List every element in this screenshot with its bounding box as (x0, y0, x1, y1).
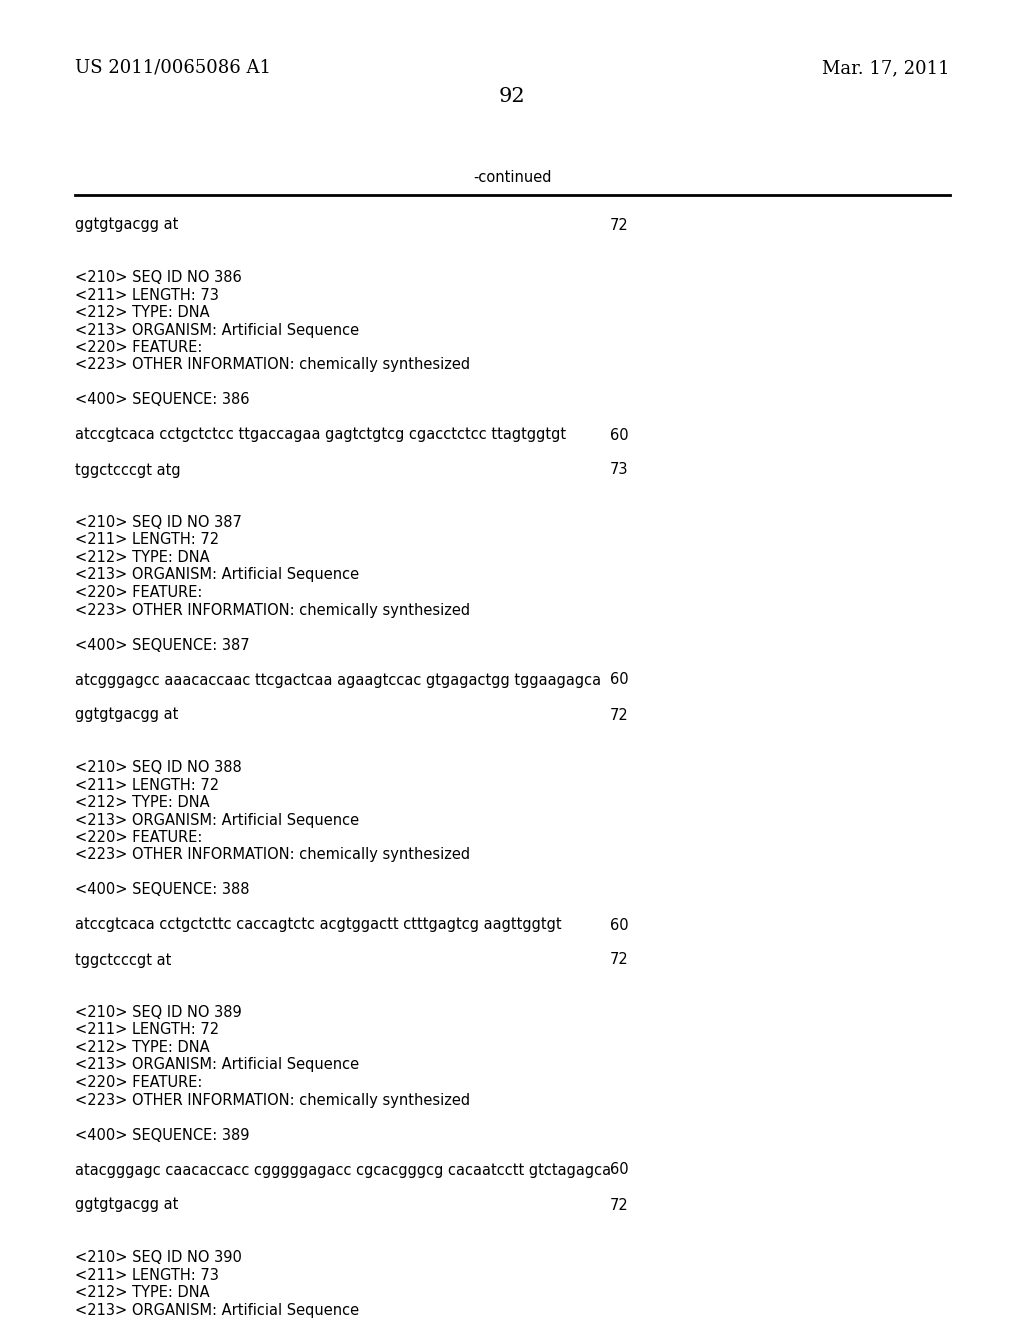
Text: <223> OTHER INFORMATION: chemically synthesized: <223> OTHER INFORMATION: chemically synt… (75, 602, 470, 618)
Text: <212> TYPE: DNA: <212> TYPE: DNA (75, 1040, 210, 1055)
Text: 60: 60 (610, 917, 629, 932)
Text: 72: 72 (610, 1197, 629, 1213)
Text: <220> FEATURE:: <220> FEATURE: (75, 341, 203, 355)
Text: <400> SEQUENCE: 388: <400> SEQUENCE: 388 (75, 883, 250, 898)
Text: tggctcccgt atg: tggctcccgt atg (75, 462, 180, 478)
Text: <210> SEQ ID NO 390: <210> SEQ ID NO 390 (75, 1250, 242, 1265)
Text: <220> FEATURE:: <220> FEATURE: (75, 830, 203, 845)
Text: <400> SEQUENCE: 386: <400> SEQUENCE: 386 (75, 392, 250, 408)
Text: 73: 73 (610, 462, 629, 478)
Text: <213> ORGANISM: Artificial Sequence: <213> ORGANISM: Artificial Sequence (75, 1057, 359, 1072)
Text: <212> TYPE: DNA: <212> TYPE: DNA (75, 305, 210, 319)
Text: <211> LENGTH: 73: <211> LENGTH: 73 (75, 288, 219, 302)
Text: <210> SEQ ID NO 388: <210> SEQ ID NO 388 (75, 760, 242, 775)
Text: <223> OTHER INFORMATION: chemically synthesized: <223> OTHER INFORMATION: chemically synt… (75, 847, 470, 862)
Text: <220> FEATURE:: <220> FEATURE: (75, 585, 203, 601)
Text: <220> FEATURE:: <220> FEATURE: (75, 1074, 203, 1090)
Text: 60: 60 (610, 428, 629, 442)
Text: <213> ORGANISM: Artificial Sequence: <213> ORGANISM: Artificial Sequence (75, 1303, 359, 1317)
Text: atacgggagc caacaccacc cgggggagacc cgcacgggcg cacaatcctt gtctagagca: atacgggagc caacaccacc cgggggagacc cgcacg… (75, 1163, 611, 1177)
Text: 92: 92 (499, 87, 525, 107)
Text: ggtgtgacgg at: ggtgtgacgg at (75, 1197, 178, 1213)
Text: <212> TYPE: DNA: <212> TYPE: DNA (75, 550, 210, 565)
Text: <210> SEQ ID NO 387: <210> SEQ ID NO 387 (75, 515, 242, 531)
Text: <400> SEQUENCE: 387: <400> SEQUENCE: 387 (75, 638, 250, 652)
Text: <211> LENGTH: 72: <211> LENGTH: 72 (75, 777, 219, 792)
Text: 60: 60 (610, 1163, 629, 1177)
Text: 60: 60 (610, 672, 629, 688)
Text: tggctcccgt at: tggctcccgt at (75, 953, 171, 968)
Text: ggtgtgacgg at: ggtgtgacgg at (75, 218, 178, 232)
Text: atcgggagcc aaacaccaac ttcgactcaa agaagtccac gtgagactgg tggaagagca: atcgggagcc aaacaccaac ttcgactcaa agaagtc… (75, 672, 601, 688)
Text: <223> OTHER INFORMATION: chemically synthesized: <223> OTHER INFORMATION: chemically synt… (75, 1093, 470, 1107)
Text: <400> SEQUENCE: 389: <400> SEQUENCE: 389 (75, 1127, 250, 1143)
Text: <210> SEQ ID NO 386: <210> SEQ ID NO 386 (75, 271, 242, 285)
Text: <213> ORGANISM: Artificial Sequence: <213> ORGANISM: Artificial Sequence (75, 813, 359, 828)
Text: <213> ORGANISM: Artificial Sequence: <213> ORGANISM: Artificial Sequence (75, 322, 359, 338)
Text: <223> OTHER INFORMATION: chemically synthesized: <223> OTHER INFORMATION: chemically synt… (75, 358, 470, 372)
Text: 72: 72 (610, 953, 629, 968)
Text: <212> TYPE: DNA: <212> TYPE: DNA (75, 795, 210, 810)
Text: <211> LENGTH: 73: <211> LENGTH: 73 (75, 1267, 219, 1283)
Text: ggtgtgacgg at: ggtgtgacgg at (75, 708, 178, 722)
Text: 72: 72 (610, 708, 629, 722)
Text: <213> ORGANISM: Artificial Sequence: <213> ORGANISM: Artificial Sequence (75, 568, 359, 582)
Text: Mar. 17, 2011: Mar. 17, 2011 (822, 59, 950, 77)
Text: <211> LENGTH: 72: <211> LENGTH: 72 (75, 532, 219, 548)
Text: 72: 72 (610, 218, 629, 232)
Text: atccgtcaca cctgctcttc caccagtctc acgtggactt ctttgagtcg aagttggtgt: atccgtcaca cctgctcttc caccagtctc acgtgga… (75, 917, 561, 932)
Text: <210> SEQ ID NO 389: <210> SEQ ID NO 389 (75, 1005, 242, 1020)
Text: atccgtcaca cctgctctcc ttgaccagaa gagtctgtcg cgacctctcc ttagtggtgt: atccgtcaca cctgctctcc ttgaccagaa gagtctg… (75, 428, 566, 442)
Text: -continued: -continued (473, 170, 551, 186)
Text: <211> LENGTH: 72: <211> LENGTH: 72 (75, 1023, 219, 1038)
Text: <212> TYPE: DNA: <212> TYPE: DNA (75, 1284, 210, 1300)
Text: US 2011/0065086 A1: US 2011/0065086 A1 (75, 59, 271, 77)
